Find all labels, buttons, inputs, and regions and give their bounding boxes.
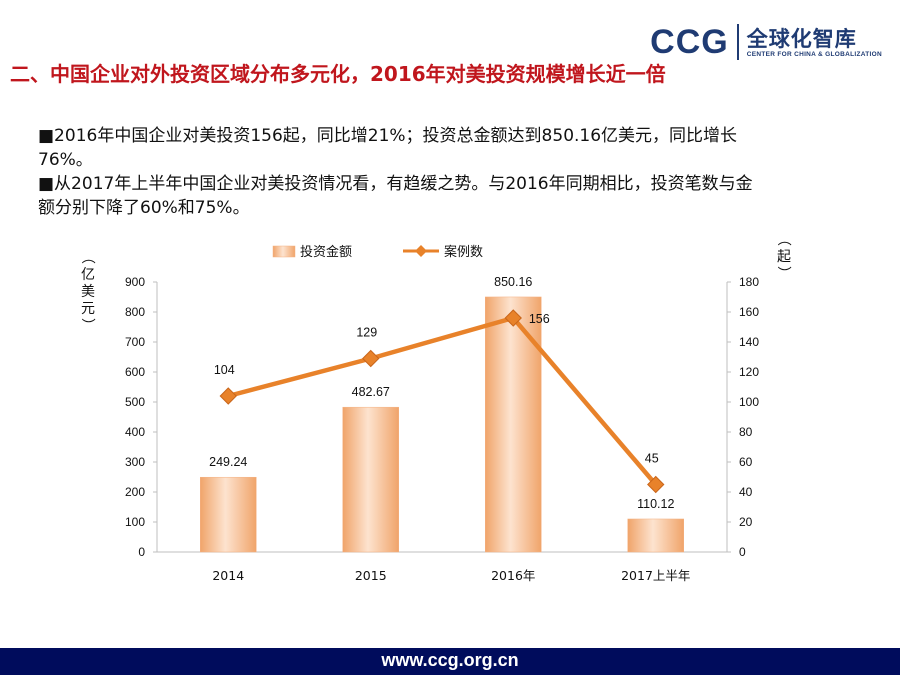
line-point-marker — [647, 475, 665, 494]
line-data-label: 45 — [645, 452, 659, 466]
y-left-tick-label: 200 — [125, 485, 145, 499]
y-right-tick-label: 40 — [739, 485, 753, 499]
y-left-tick-label: 600 — [125, 365, 145, 379]
line-point-marker — [504, 309, 522, 327]
x-category-label: 2016年 — [491, 568, 535, 583]
line-data-label: 129 — [356, 326, 377, 340]
y-left-tick-label: 0 — [138, 545, 145, 559]
line-case-count — [227, 315, 658, 486]
slide-title: 二、中国企业对外投资区域分布多元化，2016年对美投资规模增长近一倍 — [10, 62, 666, 86]
chart-plot: 0 100 200 300 400 500 600 700 800 900 0 20 40 60 80 100… — [79, 232, 791, 583]
logo-cn-block: 全球化智库 CENTER FOR CHINA & GLOBALIZATION — [747, 27, 882, 58]
bullet-list: ■2016年中国企业对美投资156起，同比增21%；投资总金额达到850.16亿… — [38, 124, 758, 220]
ccg-logo: CCG 全球化智库 CENTER FOR CHINA & GLOBALIZATI… — [650, 22, 882, 62]
line-data-label: 104 — [214, 363, 235, 377]
y-right-tick-label: 160 — [739, 305, 759, 319]
bullet-item: ■从2017年上半年中国企业对美投资情况看，有趋缓之势。与2016年同期相比，投… — [38, 174, 753, 218]
legend-bar-label: 投资金额 — [300, 244, 352, 260]
bar-data-label: 249.24 — [209, 455, 247, 469]
x-category-label: 2014 — [212, 568, 244, 583]
x-category-label: 2017上半年 — [621, 568, 690, 583]
y-right-tick-label: 120 — [739, 365, 759, 379]
y-left-tick-label: 400 — [125, 425, 145, 439]
y-right-axis-title: 起 — [777, 249, 791, 265]
y-left-tick-label: 500 — [125, 395, 145, 409]
legend-line-marker — [415, 245, 427, 257]
y-left-tick-label: 900 — [125, 275, 145, 289]
footer-url: www.ccg.org.cn — [381, 650, 519, 670]
y-left-tick-label: 100 — [125, 515, 145, 529]
bar-investment-amount — [627, 518, 684, 553]
y-left-axis-title: 美 — [81, 284, 95, 300]
y-right-tick-label: 0 — [739, 545, 746, 559]
y-left-tick-label: 300 — [125, 455, 145, 469]
bar-investment-amount — [485, 296, 542, 553]
line-point-marker — [362, 349, 380, 368]
y-right-axis-title: ） — [775, 266, 791, 280]
bar-data-label: 850.16 — [494, 275, 532, 289]
y-right-tick-label: 140 — [739, 335, 759, 349]
y-left-tick-label: 800 — [125, 305, 145, 319]
legend-line-label: 案例数 — [444, 245, 483, 260]
x-category-label: 2015 — [355, 568, 387, 583]
logo-divider — [736, 24, 739, 60]
y-left-tick-label: 700 — [125, 335, 145, 349]
legend-bar-swatch — [272, 245, 296, 258]
y-right-axis-title: （ — [775, 232, 791, 246]
investment-chart: 0 100 200 300 400 500 600 700 800 900 0 20 40 60 80 100… — [79, 232, 791, 583]
bar-data-label: 110.12 — [637, 497, 674, 511]
y-right-tick-label: 100 — [739, 395, 759, 409]
bar-investment-amount — [200, 476, 257, 553]
bar-data-label: 482.67 — [352, 385, 390, 399]
bullet-item: ■2016年中国企业对美投资156起，同比增21%；投资总金额达到850.16亿… — [38, 126, 738, 170]
y-left-axis-title: 亿 — [81, 267, 95, 283]
bar-investment-amount — [342, 406, 399, 553]
logo-ccg-text: CCG — [650, 22, 729, 61]
y-right-tick-label: 60 — [739, 455, 753, 469]
line-data-label: 156 — [529, 312, 550, 326]
logo-cn-name: 全球化智库 — [746, 26, 857, 51]
logo-en-name: CENTER FOR CHINA & GLOBALIZATION — [746, 50, 882, 58]
y-right-tick-label: 180 — [739, 275, 759, 289]
y-left-axis-title: ） — [79, 318, 95, 332]
footer-bar: www.ccg.org.cn — [0, 648, 900, 675]
y-left-axis-title: （ — [79, 250, 95, 264]
y-right-tick-label: 80 — [739, 425, 753, 439]
y-left-axis-title: 元 — [81, 301, 95, 317]
line-point-marker — [219, 387, 237, 405]
y-right-tick-label: 20 — [739, 515, 753, 529]
